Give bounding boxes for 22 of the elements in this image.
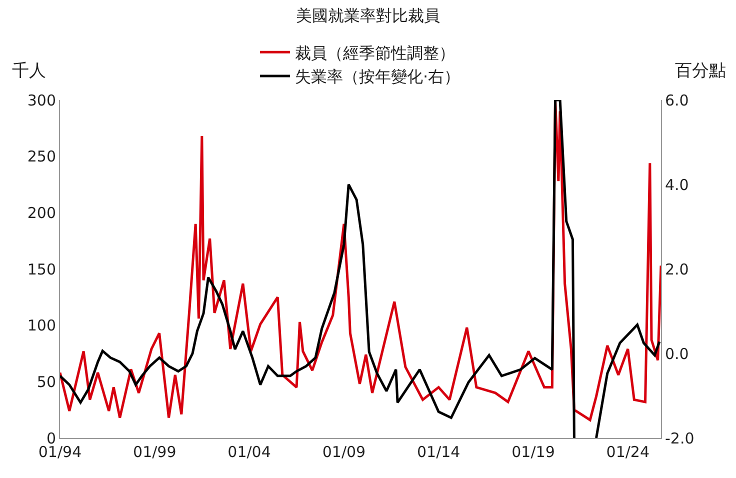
x-tick-label: 01/24 xyxy=(606,443,650,461)
x-tick-label: 01/99 xyxy=(133,443,176,461)
legend-label: 失業率（按年變化·右） xyxy=(295,67,460,86)
y2-axis-title: 百分點 xyxy=(675,61,726,81)
y-tick-label: 50 xyxy=(36,372,56,391)
y2-tick-label: 0.0 xyxy=(665,344,689,363)
y-tick-label: 250 xyxy=(27,148,56,166)
y2-tick-label: -2.0 xyxy=(665,429,694,448)
y-tick-label: 300 xyxy=(27,91,56,110)
x-tick-label: 01/09 xyxy=(322,443,366,461)
y-tick-label: 150 xyxy=(27,260,56,278)
y2-tick-label: 2.0 xyxy=(665,260,689,278)
y-tick-label: 200 xyxy=(27,204,56,222)
y2-tick-label: 4.0 xyxy=(665,176,689,194)
x-tick-label: 01/14 xyxy=(416,443,460,461)
x-tick-label: 01/19 xyxy=(512,443,555,461)
legend-label: 裁員（經季節性調整） xyxy=(295,43,455,62)
x-tick-label: 01/04 xyxy=(228,443,271,461)
y-tick-label: 100 xyxy=(27,316,56,335)
chart-title: 美國就業率對比裁員 xyxy=(296,6,440,25)
y-axis-title: 千人 xyxy=(12,61,46,81)
y2-tick-label: 6.0 xyxy=(665,91,689,110)
